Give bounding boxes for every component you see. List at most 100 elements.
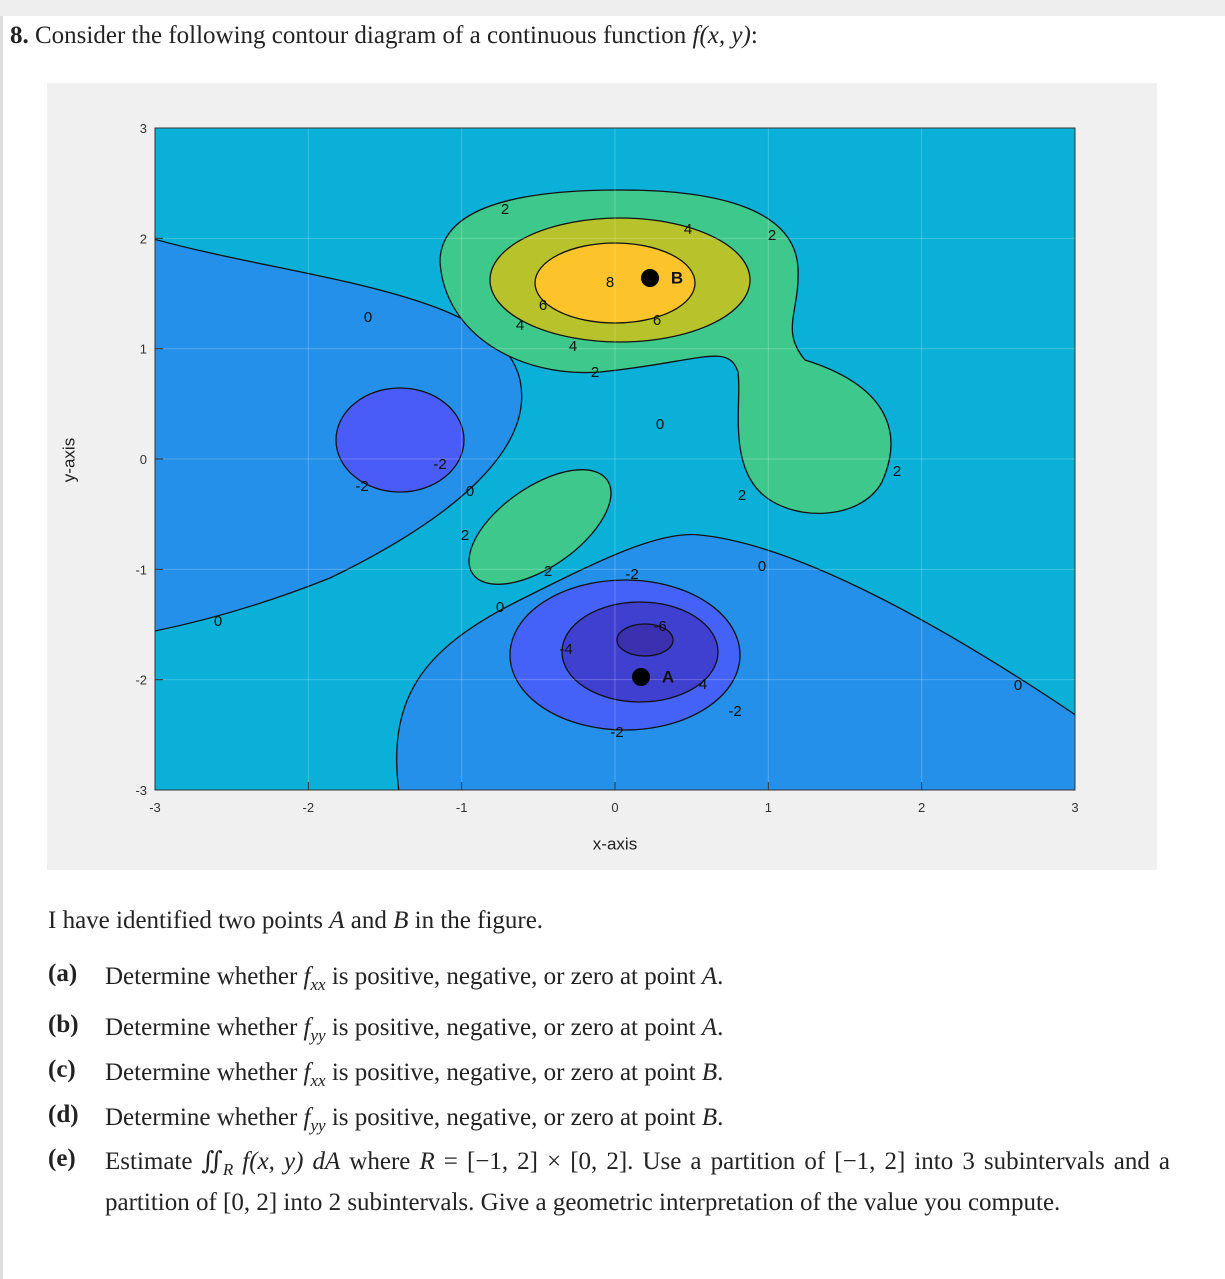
text: .: [717, 1059, 724, 1086]
math: R: [419, 1148, 435, 1175]
contour-label: -4: [559, 641, 572, 658]
function: f(x, y): [692, 22, 751, 49]
math: f: [303, 1104, 311, 1131]
integral: ∬: [201, 1148, 223, 1175]
contour-label: 2: [461, 527, 469, 544]
part: (c) Determine whether fxx is positive, ne…: [48, 1056, 1178, 1097]
punct: :: [750, 22, 758, 49]
contour-label: 0: [466, 483, 474, 500]
part-text: Estimate ∬R f(x, y) dA where R = [−1, 2]…: [105, 1145, 1170, 1219]
intro: I have identified two points A and B in …: [48, 907, 543, 935]
subscript: yy: [310, 1026, 326, 1045]
text: .: [717, 963, 724, 990]
left-border: [0, 16, 3, 1279]
point-b: [641, 269, 659, 287]
contour-figure: 0 -2 -2 0 2 0 0 2 -2 -6 -4 4 -2 -2 0 2 2…: [47, 83, 1157, 870]
text: .: [717, 1014, 724, 1041]
question-text: Consider the following contour diagram o…: [35, 22, 693, 49]
text: Determine whether: [105, 1104, 304, 1131]
y-tick-label: 0: [140, 452, 147, 467]
contour-label: 8: [606, 274, 614, 291]
math: B: [701, 1104, 718, 1131]
text: is positive, negative, or zero at point: [325, 1104, 702, 1131]
subscript: xx: [310, 975, 326, 994]
math: A: [701, 963, 718, 990]
text: Estimate: [105, 1148, 202, 1175]
part-text: Determine whether fyy is positive, negat…: [105, 1011, 1170, 1052]
contour-label: 0: [496, 599, 504, 616]
question: 8. Consider the following contour diagra…: [10, 22, 758, 50]
math: f: [303, 1014, 311, 1041]
math: f: [303, 1059, 311, 1086]
math: B: [701, 1059, 718, 1086]
text: I have identified two points: [48, 907, 330, 934]
point-label: A: [662, 667, 674, 686]
x-tick-label: 3: [1071, 800, 1078, 815]
text: is positive, negative, or zero at point: [325, 1014, 702, 1041]
y-tick-label: -2: [135, 673, 147, 688]
contour-label: 2: [893, 463, 901, 480]
part-text: Determine whether fyy is positive, negat…: [105, 1101, 1170, 1142]
y-tick-label: 1: [140, 342, 147, 357]
contour-label: 6: [539, 297, 547, 314]
part-label: (b): [48, 1011, 79, 1038]
contour-label: -2: [433, 456, 446, 473]
contour-label: 0: [656, 416, 664, 433]
contour-label: 2: [591, 364, 599, 381]
text: and: [344, 907, 394, 934]
y-axis-label: y-axis: [59, 438, 78, 482]
level-below-neg6: [616, 623, 674, 657]
contour-label: 0: [758, 558, 766, 575]
text: where: [340, 1148, 420, 1175]
y-tick-label: -1: [135, 562, 147, 577]
contour-label: -2: [728, 703, 741, 720]
part: (b) Determine whether fyy is positive, ne…: [48, 1011, 1178, 1052]
contours: [155, 128, 1075, 790]
contour-label: 2: [501, 201, 509, 218]
part: (e) Estimate ∬R f(x, y) dA where R = [−1,…: [48, 1145, 1178, 1219]
contour-label: 6: [653, 312, 661, 329]
point-label: B: [671, 268, 683, 287]
contour-label: 4: [516, 317, 524, 334]
text: Determine whether: [105, 1059, 304, 1086]
contour-label: -6: [653, 618, 666, 635]
level-6-8: [534, 242, 696, 324]
contour-label: 0: [1014, 677, 1022, 694]
text: = [−1, 2] × [0, 2]. Use a partition of […: [105, 1148, 1171, 1216]
part: (a) Determine whether fxx is positive, ne…: [48, 960, 1178, 1001]
contour-label: 4: [699, 676, 707, 693]
part-label: (e): [48, 1145, 76, 1172]
text: .: [717, 1104, 724, 1131]
contour-label: 4: [684, 221, 692, 238]
math: B: [393, 907, 409, 934]
contour-label: 2: [738, 487, 746, 504]
contour-label: 2: [768, 227, 776, 244]
contour-label: 0: [214, 613, 222, 630]
x-tick-label: -2: [303, 800, 315, 815]
contour-label: 4: [569, 338, 577, 355]
level-2-4: [468, 469, 612, 585]
text: is positive, negative, or zero at point: [325, 963, 702, 990]
x-tick-label: 2: [918, 800, 925, 815]
contour-label: -2: [355, 478, 368, 495]
part-label: (c): [48, 1056, 76, 1083]
contour-label: -2: [610, 724, 623, 741]
contour-label: 2: [544, 563, 552, 580]
text: Determine whether: [105, 1014, 304, 1041]
x-tick-label: 0: [611, 800, 618, 815]
y-tick-label: 3: [140, 121, 147, 136]
subscript: yy: [310, 1116, 326, 1135]
part-text: Determine whether fxx is positive, negat…: [105, 960, 1170, 1001]
text: is positive, negative, or zero at point: [325, 1059, 702, 1086]
part: (d) Determine whether fyy is positive, ne…: [48, 1101, 1178, 1142]
text: Determine whether: [105, 963, 304, 990]
x-axis-label: x-axis: [593, 834, 637, 853]
part-label: (a): [48, 960, 78, 987]
x-tick-label: 1: [765, 800, 772, 815]
contour-labels: 0 -2 -2 0 2 0 0 2 -2 -6 -4 4 -2 -2 0 2 2…: [214, 201, 1022, 741]
part-text: Determine whether fxx is positive, negat…: [105, 1056, 1170, 1097]
ticks: -3 -2 -1 0 1 2 3 -3 -2 -1 0 1 2 3: [135, 121, 1078, 815]
part-label: (d): [48, 1101, 79, 1128]
text: in the figure.: [408, 907, 544, 934]
